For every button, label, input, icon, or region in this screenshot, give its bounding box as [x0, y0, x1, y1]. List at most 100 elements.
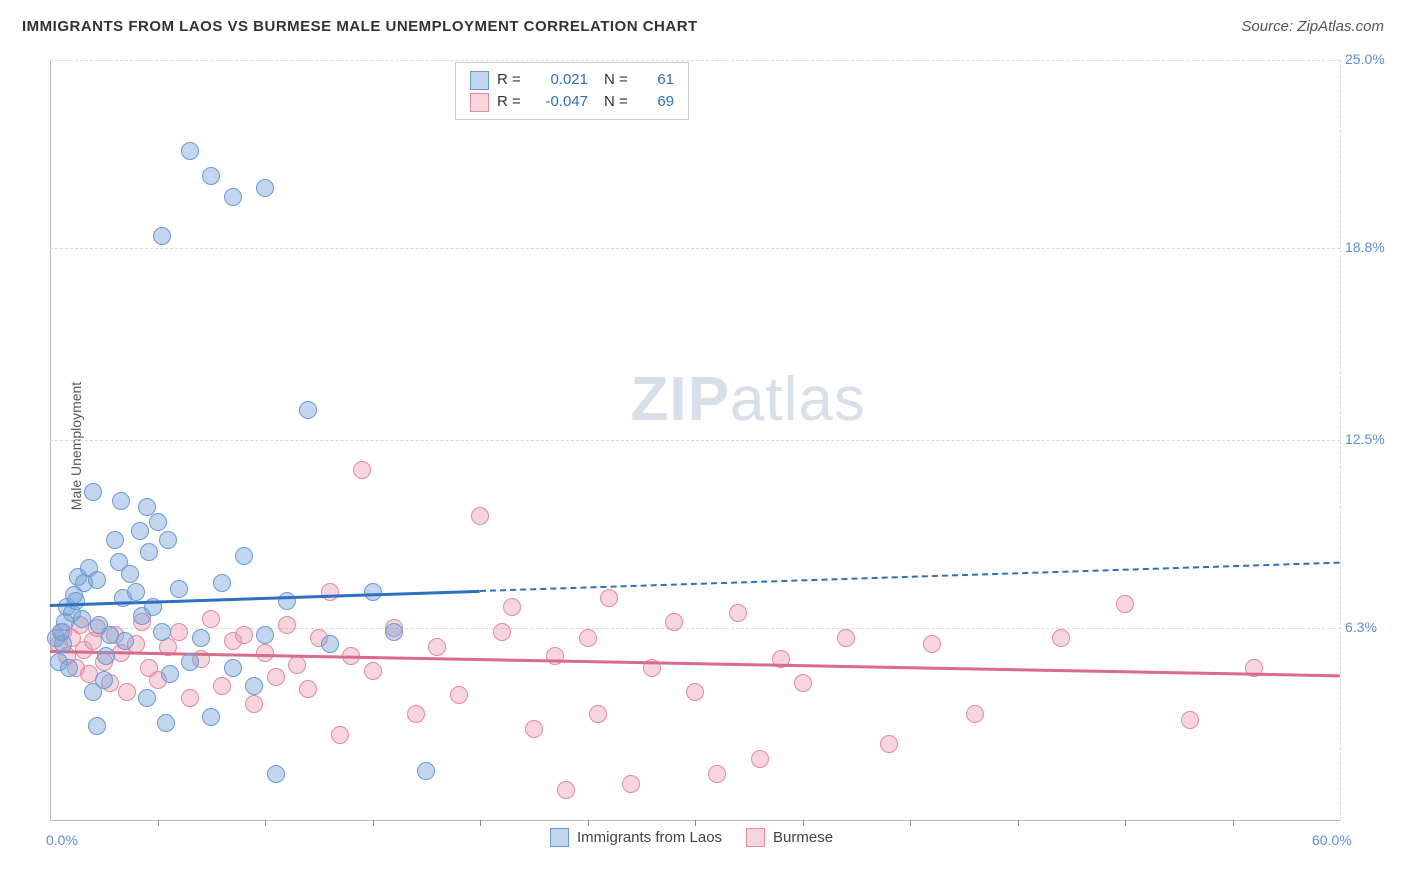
- data-point-laos: [88, 571, 106, 589]
- data-point-burmese: [428, 638, 446, 656]
- data-point-burmese: [729, 604, 747, 622]
- data-point-laos: [278, 592, 296, 610]
- data-point-burmese: [751, 750, 769, 768]
- source-name: ZipAtlas.com: [1297, 18, 1384, 35]
- data-point-laos: [385, 623, 403, 641]
- x-tick: [910, 820, 911, 826]
- legend-row-burmese: R =-0.047N =69: [470, 91, 674, 113]
- data-point-burmese: [503, 598, 521, 616]
- data-point-burmese: [622, 775, 640, 793]
- data-point-burmese: [245, 695, 263, 713]
- data-point-laos: [181, 653, 199, 671]
- data-point-burmese: [665, 613, 683, 631]
- data-point-burmese: [493, 623, 511, 641]
- data-point-laos: [153, 623, 171, 641]
- data-point-laos: [88, 717, 106, 735]
- source-attribution: Source: ZipAtlas.com: [1241, 18, 1384, 35]
- data-point-burmese: [118, 683, 136, 701]
- data-point-burmese: [321, 583, 339, 601]
- data-point-burmese: [579, 629, 597, 647]
- x-tick: [1125, 820, 1126, 826]
- x-tick: [588, 820, 589, 826]
- data-point-laos: [256, 626, 274, 644]
- grid-line: [50, 248, 1340, 249]
- data-point-burmese: [923, 635, 941, 653]
- data-point-laos: [95, 671, 113, 689]
- data-point-burmese: [1116, 595, 1134, 613]
- y-tick-label: 6.3%: [1345, 619, 1400, 635]
- data-point-burmese: [557, 781, 575, 799]
- data-point-laos: [364, 583, 382, 601]
- data-point-burmese: [256, 644, 274, 662]
- data-point-laos: [112, 492, 130, 510]
- x-max-label: 60.0%: [1312, 832, 1352, 848]
- legend-r-label: R =: [497, 91, 525, 113]
- legend-r-label: R =: [497, 69, 525, 91]
- grid-line: [50, 440, 1340, 441]
- data-point-burmese: [708, 765, 726, 783]
- data-point-laos: [170, 580, 188, 598]
- grid-line: [50, 60, 1340, 61]
- data-point-laos: [267, 765, 285, 783]
- data-point-laos: [321, 635, 339, 653]
- data-point-laos: [97, 647, 115, 665]
- data-point-burmese: [267, 668, 285, 686]
- data-point-laos: [73, 610, 91, 628]
- legend-swatch-icon: [550, 828, 569, 847]
- data-point-burmese: [589, 705, 607, 723]
- legend-series-label: Burmese: [773, 829, 833, 846]
- data-point-burmese: [1052, 629, 1070, 647]
- data-point-laos: [121, 565, 139, 583]
- data-point-laos: [138, 689, 156, 707]
- scatter-plot-area: ZIPatlas 6.3%12.5%18.8%25.0%0.0%60.0%: [50, 60, 1340, 820]
- data-point-burmese: [1181, 711, 1199, 729]
- x-tick: [373, 820, 374, 826]
- regression-line-burmese: [50, 650, 1340, 677]
- data-point-laos: [181, 142, 199, 160]
- data-point-laos: [153, 227, 171, 245]
- data-point-laos: [245, 677, 263, 695]
- data-point-laos: [417, 762, 435, 780]
- y-tick-label: 18.8%: [1345, 239, 1400, 255]
- x-tick: [803, 820, 804, 826]
- data-point-laos: [192, 629, 210, 647]
- data-point-laos: [84, 483, 102, 501]
- data-point-laos: [60, 659, 78, 677]
- data-point-burmese: [966, 705, 984, 723]
- data-point-laos: [149, 513, 167, 531]
- regression-line-laos-dashed: [480, 562, 1340, 592]
- legend-r-value: -0.047: [533, 91, 588, 113]
- legend-swatch-icon: [746, 828, 765, 847]
- data-point-burmese: [181, 689, 199, 707]
- x-tick: [480, 820, 481, 826]
- data-point-laos: [224, 659, 242, 677]
- correlation-legend: R =0.021N =61R =-0.047N =69: [455, 62, 689, 120]
- data-point-burmese: [407, 705, 425, 723]
- legend-n-value: 61: [640, 69, 674, 91]
- watermark: ZIPatlas: [631, 364, 866, 435]
- data-point-burmese: [353, 461, 371, 479]
- watermark-bold: ZIP: [631, 365, 730, 434]
- x-tick: [158, 820, 159, 826]
- chart-title: IMMIGRANTS FROM LAOS VS BURMESE MALE UNE…: [22, 18, 698, 35]
- watermark-light: atlas: [730, 365, 866, 434]
- data-point-laos: [224, 188, 242, 206]
- data-point-burmese: [450, 686, 468, 704]
- data-point-laos: [67, 592, 85, 610]
- data-point-burmese: [278, 616, 296, 634]
- data-point-laos: [299, 401, 317, 419]
- data-point-burmese: [686, 683, 704, 701]
- data-point-burmese: [837, 629, 855, 647]
- data-point-burmese: [600, 589, 618, 607]
- legend-swatch-icon: [470, 71, 489, 90]
- legend-series-label: Immigrants from Laos: [577, 829, 722, 846]
- x-min-label: 0.0%: [46, 832, 78, 848]
- data-point-burmese: [170, 623, 188, 641]
- series-legend: Immigrants from Laos Burmese: [550, 828, 833, 847]
- data-point-laos: [157, 714, 175, 732]
- data-point-laos: [235, 547, 253, 565]
- data-point-laos: [54, 635, 72, 653]
- y-tick-label: 25.0%: [1345, 51, 1400, 67]
- data-point-laos: [138, 498, 156, 516]
- legend-item-burmese: Burmese: [746, 828, 833, 847]
